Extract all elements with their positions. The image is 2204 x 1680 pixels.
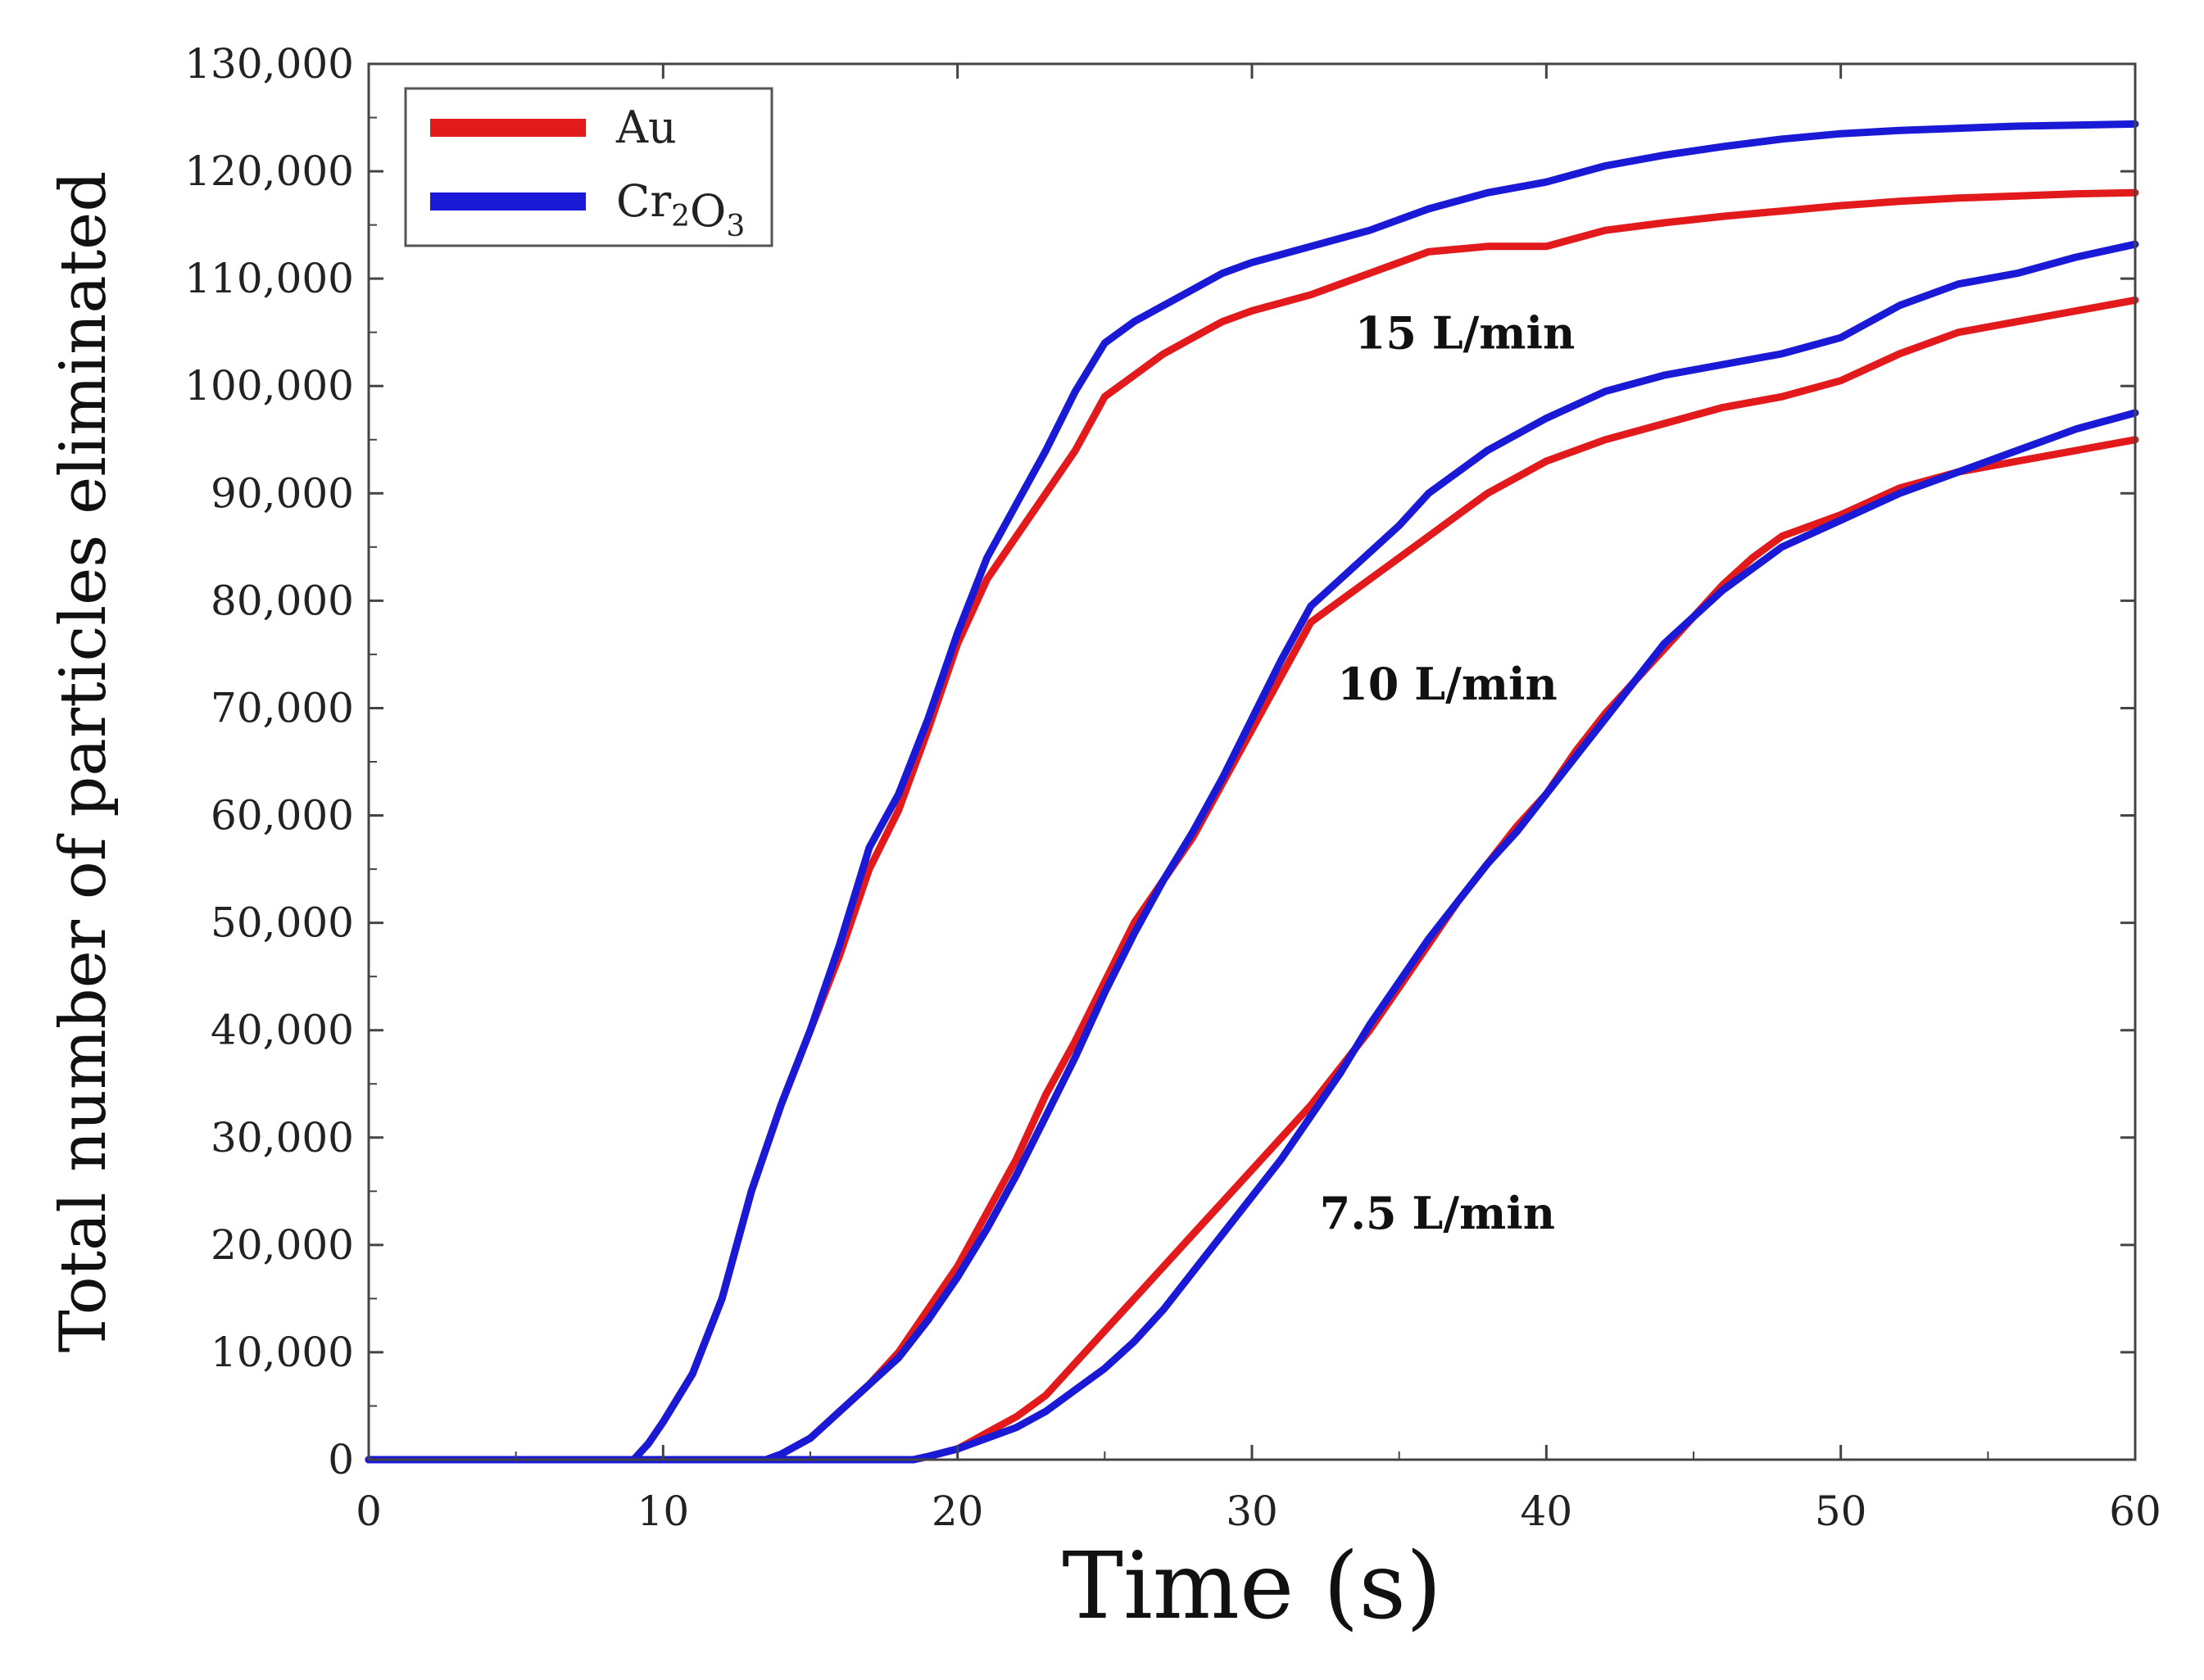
y-tick-label: 110,000 xyxy=(184,255,354,302)
series-layer xyxy=(365,120,2139,1464)
series-line-cr2o3-15-l-min xyxy=(365,120,2139,1464)
y-tick-label: 10,000 xyxy=(211,1329,354,1376)
y-tick-label: 50,000 xyxy=(211,899,354,947)
legend-label-au: Au xyxy=(615,102,677,153)
y-tick-label: 80,000 xyxy=(211,577,354,624)
y-axis-title: Total number of particles eliminated xyxy=(47,171,120,1353)
y-tick-label: 90,000 xyxy=(211,469,354,517)
y-tick-label: 70,000 xyxy=(211,684,354,731)
annotation-label: 7.5 L/min xyxy=(1320,1187,1555,1239)
x-tick-label: 50 xyxy=(1815,1488,1867,1535)
y-tick-label: 60,000 xyxy=(211,792,354,840)
x-tick-label: 40 xyxy=(1521,1488,1573,1535)
y-tick-label: 120,000 xyxy=(184,147,354,195)
y-tick-label: 0 xyxy=(328,1436,354,1483)
legend-label-cr2o3: Cr2O3 xyxy=(616,175,745,243)
series-line-cr2o3-7-5-l-min xyxy=(365,409,2139,1464)
x-tick-label: 10 xyxy=(637,1488,690,1535)
y-tick-label: 130,000 xyxy=(184,40,354,88)
annotation-label: 15 L/min xyxy=(1355,306,1576,359)
x-tick-label: 0 xyxy=(356,1488,382,1535)
ticks-layer: 0 10 20 30 40 50 60 0 10,000 20,000 30,000 40,000 50… xyxy=(184,40,2161,1535)
y-tick-label: 20,000 xyxy=(211,1221,354,1269)
y-tick-label: 40,000 xyxy=(211,1007,354,1054)
series-line-cr2o3-10-l-min xyxy=(365,240,2139,1464)
x-tick-label: 60 xyxy=(2109,1488,2161,1535)
legend-box xyxy=(404,87,773,247)
y-tick-label: 30,000 xyxy=(211,1114,354,1162)
annotations-layer: 15 L/min 10 L/min 7.5 L/min xyxy=(1320,306,1576,1239)
series-line-au-10-l-min xyxy=(365,296,2139,1464)
annotation-label: 10 L/min xyxy=(1337,658,1558,710)
y-tick-label: 100,000 xyxy=(184,362,354,410)
legend: Au Cr2O3 xyxy=(404,87,773,247)
x-tick-label: 30 xyxy=(1226,1488,1278,1535)
x-tick-label: 20 xyxy=(932,1488,984,1535)
x-axis-title: Time (s) xyxy=(1062,1533,1441,1640)
